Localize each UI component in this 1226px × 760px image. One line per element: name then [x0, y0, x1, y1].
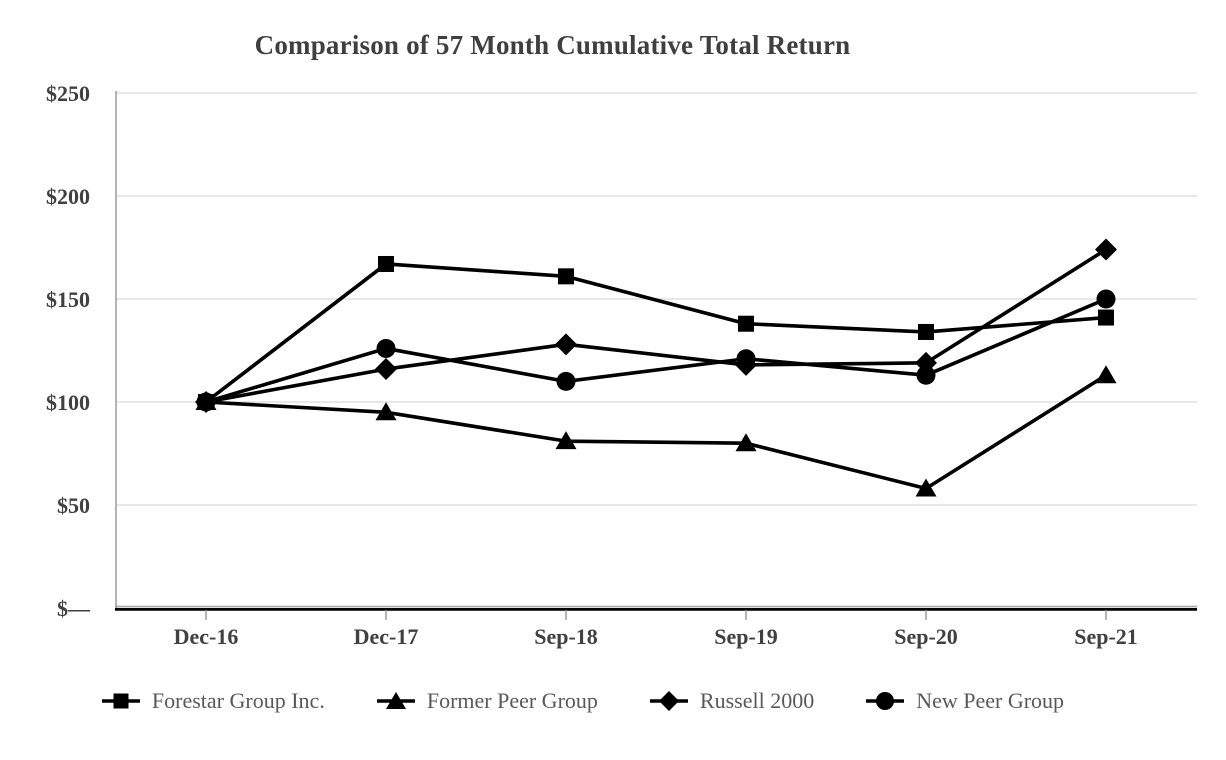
data-point-square [918, 323, 934, 340]
legend-item-forestar-group: Forestar Group Inc. [101, 688, 325, 714]
x-tick-label: Dec-17 [354, 624, 419, 649]
x-tick-label: Dec-16 [174, 624, 239, 649]
legend: Forestar Group Inc. Former Peer Group Ru… [0, 688, 1166, 714]
data-point-triangle [555, 431, 577, 450]
data-point-square [738, 315, 754, 332]
data-point-circle [916, 365, 936, 385]
data-point-triangle [375, 402, 397, 421]
data-point-square [378, 255, 394, 272]
legend-item-russell-2000: Russell 2000 [649, 688, 815, 714]
data-point-circle [736, 349, 756, 369]
data-point-square [558, 268, 574, 285]
data-point-circle [1096, 289, 1116, 309]
y-tick-label: $100 [46, 390, 90, 415]
data-point-triangle [915, 478, 937, 497]
data-point-circle [556, 371, 576, 391]
x-tick-label: Sep-18 [534, 624, 598, 649]
diamond-marker-icon [649, 691, 688, 711]
x-tick-label: Sep-19 [714, 624, 778, 649]
data-point-circle [196, 392, 216, 412]
data-point-diamond [375, 358, 397, 381]
data-point-diamond [555, 333, 577, 356]
series-line [204, 262, 1108, 404]
chart-title: Comparison of 57 Month Cumulative Total … [254, 30, 851, 60]
series-line [204, 247, 1108, 404]
data-point-triangle [735, 433, 757, 452]
legend-label: New Peer Group [916, 688, 1065, 713]
data-point-diamond [1095, 238, 1117, 261]
y-tick-label: $— [57, 596, 91, 621]
triangle-marker-icon [376, 692, 415, 709]
legend-item-new-peer-group: New Peer Group [866, 688, 1064, 714]
data-point-triangle [1095, 365, 1117, 384]
x-tick-label: Sep-21 [1074, 624, 1138, 649]
legend-item-former-peer-group: Former Peer Group [376, 688, 598, 714]
legend-label: Former Peer Group [426, 688, 598, 713]
y-tick-label: $200 [46, 184, 90, 209]
data-point-circle [376, 338, 396, 358]
x-tick-label: Sep-20 [894, 624, 958, 649]
data-point-square [1098, 309, 1114, 326]
series-line [204, 297, 1108, 404]
circle-marker-icon [866, 692, 905, 710]
y-tick-label: $250 [46, 81, 90, 106]
y-tick-label: $150 [46, 287, 90, 312]
series-line [204, 373, 1108, 491]
y-tick-label: $50 [57, 493, 90, 518]
square-marker-icon [101, 693, 140, 709]
legend-label: Forestar Group Inc. [151, 688, 325, 713]
legend-label: Russell 2000 [699, 688, 815, 713]
